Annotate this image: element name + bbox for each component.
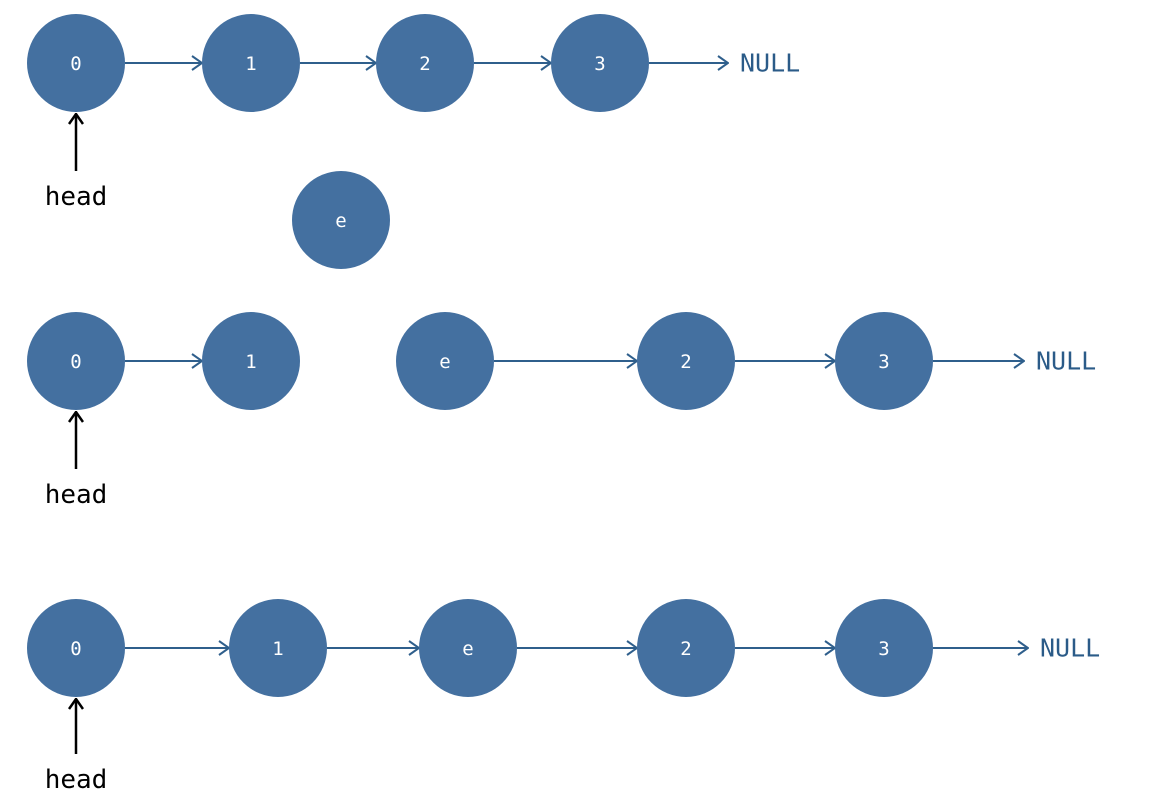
node-circle xyxy=(27,14,125,112)
null-label: NULL xyxy=(1040,634,1100,663)
node-circle xyxy=(202,312,300,410)
list-node: 0 xyxy=(27,14,125,112)
list-node: 3 xyxy=(835,312,933,410)
list-row-split-list: NULL 0 1 e 2 3 head xyxy=(27,312,1096,510)
list-node: e xyxy=(396,312,494,410)
node-circle xyxy=(202,14,300,112)
node-label: 0 xyxy=(70,351,81,373)
node-circle xyxy=(637,312,735,410)
node-label: 0 xyxy=(70,53,81,75)
list-row-initial-list: NULL 0 1 2 3 head xyxy=(27,14,800,212)
head-label: head xyxy=(45,182,108,212)
node-circle xyxy=(551,14,649,112)
list-node: 1 xyxy=(229,599,327,697)
node-label: 0 xyxy=(70,638,81,660)
node-circle xyxy=(27,599,125,697)
list-node: 1 xyxy=(202,312,300,410)
node-label: 2 xyxy=(419,53,430,75)
rows-layer: NULL 0 1 2 3 head e NULL 0 1 e 2 3 head NULL 0 1 e 2 3 head xyxy=(27,14,1100,794)
null-label: NULL xyxy=(1036,347,1096,376)
node-circle xyxy=(376,14,474,112)
node-circle xyxy=(637,599,735,697)
list-node: e xyxy=(419,599,517,697)
node-label: 3 xyxy=(594,53,605,75)
node-circle xyxy=(835,599,933,697)
node-circle xyxy=(835,312,933,410)
node-label: 1 xyxy=(245,53,256,75)
node-circle xyxy=(27,312,125,410)
list-row-final-list: NULL 0 1 e 2 3 head xyxy=(27,599,1100,794)
node-circle xyxy=(229,599,327,697)
node-label: e xyxy=(335,210,346,232)
list-node: 3 xyxy=(835,599,933,697)
node-label: 1 xyxy=(245,351,256,373)
node-label: 1 xyxy=(272,638,283,660)
list-node: 0 xyxy=(27,599,125,697)
list-node: 0 xyxy=(27,312,125,410)
node-circle xyxy=(419,599,517,697)
node-label: 2 xyxy=(680,351,691,373)
list-row-new-node: e xyxy=(292,171,390,269)
node-circle xyxy=(396,312,494,410)
node-circle xyxy=(292,171,390,269)
node-label: 3 xyxy=(878,351,889,373)
list-node: 2 xyxy=(376,14,474,112)
list-node: e xyxy=(292,171,390,269)
list-node: 2 xyxy=(637,599,735,697)
head-label: head xyxy=(45,480,108,510)
node-label: e xyxy=(439,351,450,373)
node-label: e xyxy=(462,638,473,660)
node-label: 3 xyxy=(878,638,889,660)
list-node: 3 xyxy=(551,14,649,112)
list-node: 2 xyxy=(637,312,735,410)
head-label: head xyxy=(45,765,108,794)
null-label: NULL xyxy=(740,49,800,78)
list-node: 1 xyxy=(202,14,300,112)
node-label: 2 xyxy=(680,638,691,660)
